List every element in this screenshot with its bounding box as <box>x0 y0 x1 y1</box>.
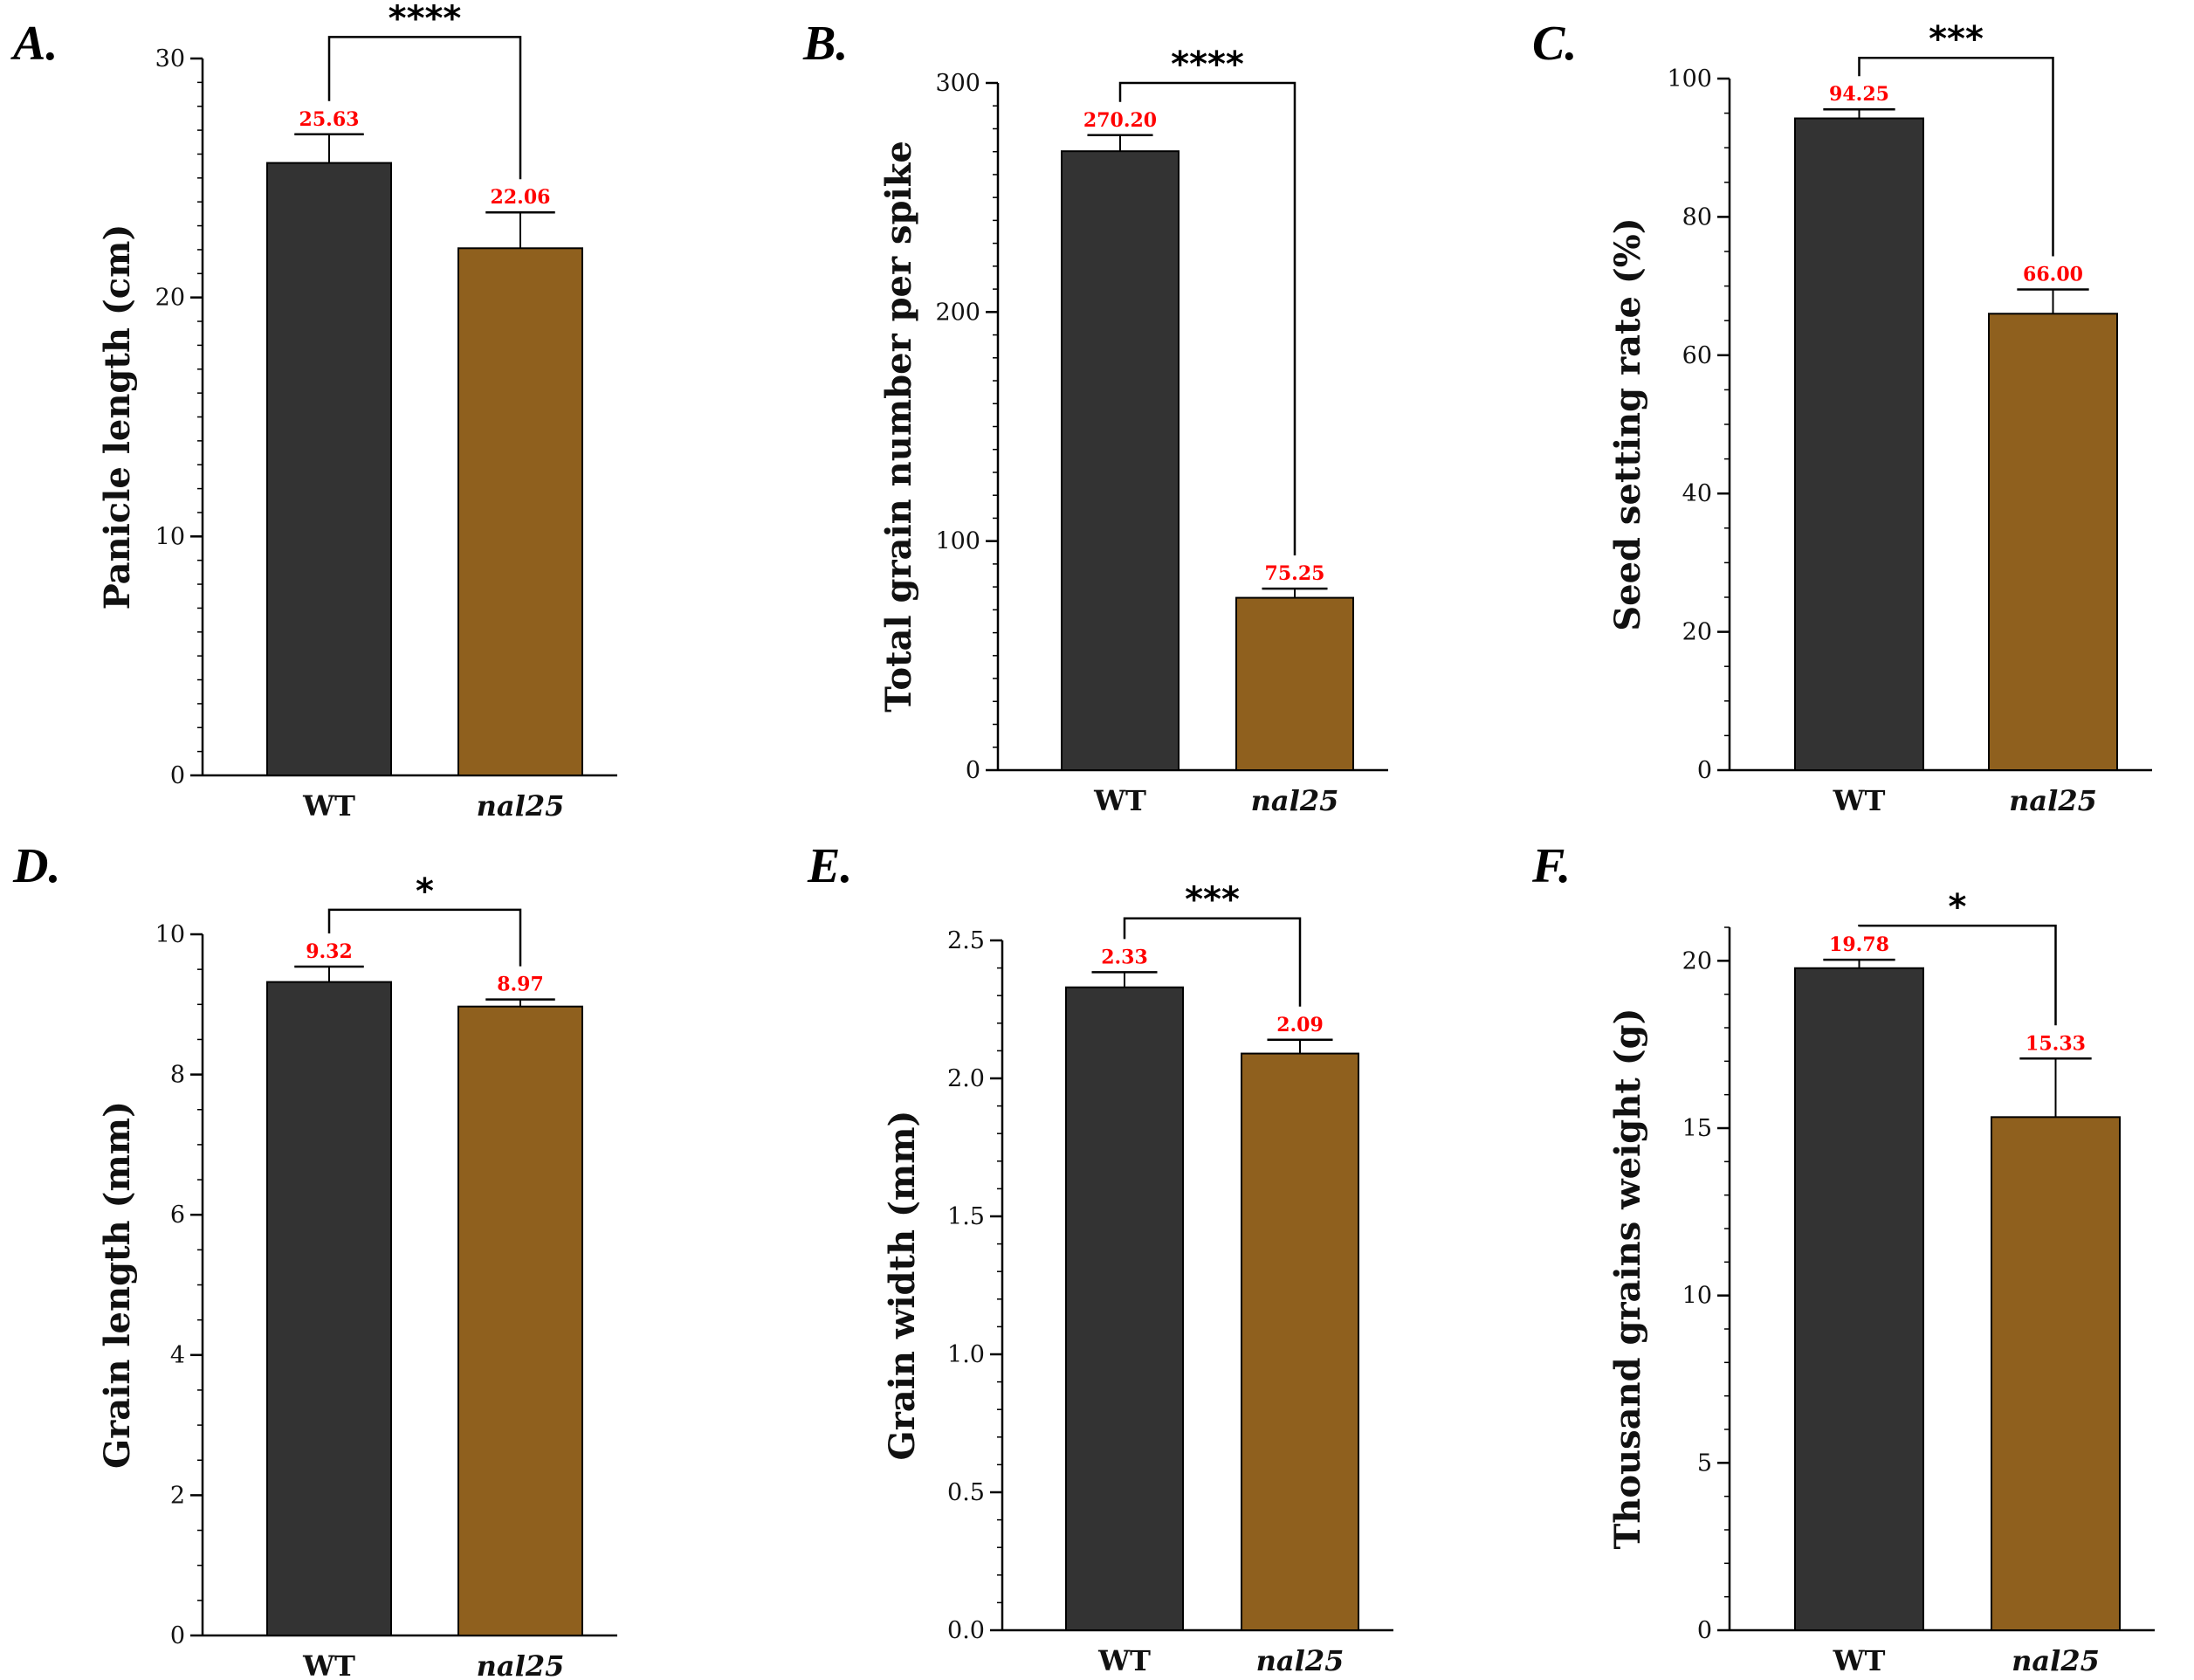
panel-a-significance-stars: **** <box>389 0 462 38</box>
panel-d-significance-bracket <box>327 908 522 967</box>
panel-d-y-axis-label: Grain length (mm) <box>97 1101 138 1469</box>
panel-e: E. Grain width (mm) 0.0 0.5 1.0 1.5 2.0 2.5 2.33… <box>807 839 1393 1677</box>
panel-d-value-label: 9.32 <box>306 940 353 963</box>
panel-a-bar-wt <box>266 162 392 776</box>
panel-f-tick-label: 5 <box>1697 1449 1712 1477</box>
panel-f-significance-bracket <box>1858 924 2057 1026</box>
panel-c-tick-label: 60 <box>1682 342 1712 369</box>
panel-d-tick-label: 0 <box>170 1622 185 1649</box>
panel-c-bar-nal25 <box>1988 313 2118 771</box>
panel-f-category-label: nal25 <box>2012 1644 2100 1677</box>
panel-c-tick-label: 20 <box>1682 619 1712 646</box>
panel-e-y-axis-label: Grain width (mm) <box>882 1111 923 1461</box>
panel-d-tick-label: 2 <box>170 1482 185 1509</box>
panel-b-category-label: nal25 <box>1251 784 1339 817</box>
panel-f-bar-wt <box>1794 967 1924 1632</box>
panel-f-tick-label: 10 <box>1682 1283 1712 1310</box>
panel-c-tick-label: 100 <box>1667 65 1712 93</box>
panel-a-bar-nal25 <box>457 247 583 776</box>
panel-c-tick-label: 80 <box>1682 203 1712 231</box>
panel-f-letter: F. <box>1531 839 1571 893</box>
panel-d-value-label: 8.97 <box>497 974 544 996</box>
panel-e-letter: E. <box>807 839 852 893</box>
panel-e-bar-wt <box>1065 986 1184 1631</box>
panel-b-bar-nal25 <box>1235 596 1354 772</box>
panel-f-y-axis-label: Thousand grains weight (g) <box>1607 1008 1648 1549</box>
panel-f-tick-label: 15 <box>1682 1115 1712 1142</box>
panel-c-significance-bracket <box>1858 56 2054 257</box>
panel-e-tick-label: 1.0 <box>947 1341 985 1368</box>
panel-e-value-label: 2.33 <box>1101 946 1148 968</box>
panel-c-value-label: 66.00 <box>2023 264 2083 286</box>
panel-a-tick-label: 0 <box>170 762 185 789</box>
panel-a-significance-bracket <box>327 36 522 180</box>
panel-f-tick-label: 0 <box>1697 1617 1712 1644</box>
panel-e-tick-label: 2.0 <box>947 1065 985 1092</box>
panel-d-significance-stars: * <box>416 871 434 912</box>
panel-b-tick-label: 100 <box>935 528 980 555</box>
panel-c-significance-stars: *** <box>1929 19 1984 59</box>
panel-f-category-label: WT <box>1833 1644 1886 1677</box>
panel-f-value-label: 19.78 <box>1829 933 1889 956</box>
panel-f-bar-nal25 <box>1991 1116 2121 1631</box>
panel-d-tick-label: 8 <box>170 1062 185 1089</box>
panel-a-value-label: 25.63 <box>299 108 360 131</box>
panel-f: F. Thousand grains weight (g) 0 5 10 15 20 19.7… <box>1531 839 2155 1677</box>
panel-b-tick-label: 0 <box>966 757 980 784</box>
panel-f-significance-stars: * <box>1949 887 1967 927</box>
panel-b-tick-label: 200 <box>935 299 980 326</box>
panel-e-bar-nal25 <box>1241 1052 1359 1632</box>
panel-b-significance-stars: **** <box>1171 45 1244 85</box>
panel-b-significance-bracket <box>1118 81 1296 556</box>
panel-e-tick-label: 1.5 <box>947 1203 985 1230</box>
panel-f-value-label: 15.33 <box>2025 1032 2086 1055</box>
panel-a-value-label: 22.06 <box>491 186 551 209</box>
panel-e-tick-label: 2.5 <box>947 927 985 954</box>
panel-d: D. Grain length (mm) 0 2 4 6 8 10 9.32 WT 8.97 nal2… <box>12 839 617 1680</box>
panel-c-category-label: WT <box>1833 784 1886 817</box>
panel-a: A. Panicle length (cm) 0 10 20 30 25.63 WT 22.06… <box>10 0 617 823</box>
panel-a-tick-label: 20 <box>155 285 185 312</box>
panel-c-letter: C. <box>1532 17 1577 71</box>
panel-d-tick-label: 10 <box>155 921 185 948</box>
panel-a-tick-label: 10 <box>155 523 185 550</box>
panel-c-value-label: 94.25 <box>1829 83 1889 106</box>
panel-a-category-label: WT <box>302 789 355 823</box>
panel-e-significance-bracket <box>1123 917 1302 1007</box>
panel-d-letter: D. <box>12 839 60 893</box>
panel-e-significance-stars: *** <box>1185 880 1240 920</box>
panel-b-category-label: WT <box>1093 784 1146 817</box>
panel-d-category-label: WT <box>302 1649 355 1680</box>
panel-e-tick-label: 0.0 <box>947 1617 985 1644</box>
panel-c-category-label: nal25 <box>2009 784 2097 817</box>
panel-c-y-axis-label: Seed setting rate (%) <box>1607 217 1648 630</box>
panel-c-tick-label: 0 <box>1697 757 1712 784</box>
panel-c-tick-label: 40 <box>1682 480 1712 507</box>
panel-b-letter: B. <box>802 17 848 71</box>
panel-d-bar-nal25 <box>457 1005 583 1636</box>
panel-b-tick-label: 300 <box>935 70 980 97</box>
panel-a-letter: A. <box>10 17 58 71</box>
panel-d-bar-wt <box>266 981 392 1636</box>
panel-e-category-label: nal25 <box>1256 1644 1345 1677</box>
panel-d-tick-label: 4 <box>170 1342 185 1369</box>
panel-a-category-label: nal25 <box>477 789 565 823</box>
panel-b-bar-wt <box>1061 150 1180 771</box>
panel-a-tick-label: 30 <box>155 45 185 72</box>
panel-b: B. Total grain number per spike 0 100 200 300… <box>802 17 1388 817</box>
panel-f-tick-label: 20 <box>1682 947 1712 974</box>
panel-d-tick-label: 6 <box>170 1201 185 1229</box>
panel-b-value-label: 75.25 <box>1265 562 1325 585</box>
panel-d-category-label: nal25 <box>477 1649 565 1680</box>
panel-b-value-label: 270.20 <box>1083 109 1157 132</box>
panel-c-bar-wt <box>1794 117 1924 772</box>
panel-e-category-label: WT <box>1097 1644 1151 1677</box>
panel-b-y-axis-label: Total grain number per spike <box>878 141 919 713</box>
panel-e-tick-label: 0.5 <box>947 1479 985 1506</box>
panel-e-value-label: 2.09 <box>1276 1014 1324 1036</box>
panel-a-y-axis-label: Panicle length (cm) <box>97 224 138 610</box>
panel-c: C. Seed setting rate (%) 0 20 40 60 80 100 94.25… <box>1532 17 2152 817</box>
